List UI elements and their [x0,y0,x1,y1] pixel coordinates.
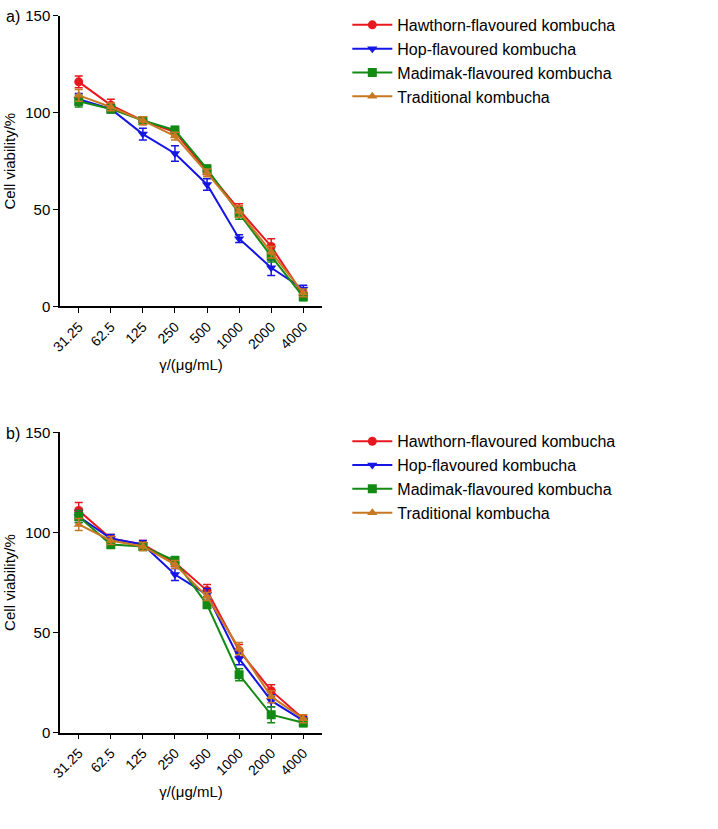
svg-text:b): b) [6,425,20,442]
svg-text:125: 125 [122,745,150,773]
svg-text:1000: 1000 [213,319,246,352]
svg-text:1000: 1000 [213,745,246,778]
svg-text:Hawthorn-flavoured kombucha: Hawthorn-flavoured kombucha [397,17,615,34]
svg-text:150: 150 [25,424,50,441]
svg-text:250: 250 [154,745,182,773]
svg-text:31.25: 31.25 [50,745,86,781]
svg-text:Hawthorn-flavoured kombucha: Hawthorn-flavoured kombucha [397,433,615,450]
svg-text:100: 100 [25,524,50,541]
svg-text:500: 500 [186,319,214,347]
svg-text:50: 50 [34,624,51,641]
svg-text:0: 0 [42,298,50,315]
svg-text:Cell viability/%: Cell viability/% [1,113,18,210]
svg-text:a): a) [6,8,20,25]
svg-text:250: 250 [154,319,182,347]
svg-text:Cell viability/%: Cell viability/% [1,534,18,631]
svg-text:4000: 4000 [277,319,310,352]
svg-text:500: 500 [186,745,214,773]
svg-text:Madimak-flavoured kombucha: Madimak-flavoured kombucha [397,65,611,82]
svg-text:4000: 4000 [277,745,310,778]
svg-text:62.5: 62.5 [87,745,118,776]
svg-text:2000: 2000 [245,745,278,778]
svg-text:γ/(μg/mL): γ/(μg/mL) [159,356,223,373]
svg-text:2000: 2000 [245,319,278,352]
svg-text:Hop-flavoured kombucha: Hop-flavoured kombucha [397,41,576,58]
svg-text:γ/(μg/mL): γ/(μg/mL) [159,783,223,800]
svg-text:31.25: 31.25 [50,319,86,355]
svg-text:62.5: 62.5 [87,319,118,350]
svg-text:Traditional kombucha: Traditional kombucha [397,505,549,522]
svg-text:100: 100 [25,104,50,121]
svg-text:Madimak-flavoured kombucha: Madimak-flavoured kombucha [397,481,611,498]
svg-text:150: 150 [25,7,50,24]
svg-text:50: 50 [34,201,51,218]
svg-text:0: 0 [42,724,50,741]
svg-text:Traditional kombucha: Traditional kombucha [397,89,549,106]
svg-text:125: 125 [122,319,150,347]
svg-text:Hop-flavoured kombucha: Hop-flavoured kombucha [397,457,576,474]
